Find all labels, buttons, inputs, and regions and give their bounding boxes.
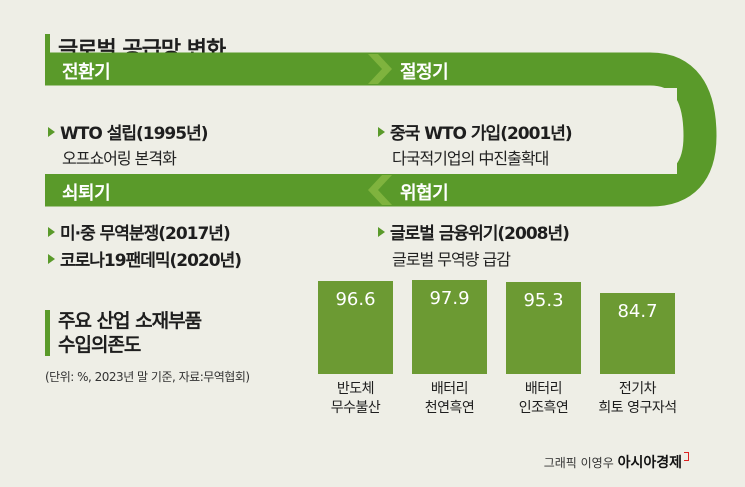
bar-value-label: 97.9	[429, 288, 470, 309]
brand-logo: 아시아경제	[617, 455, 682, 471]
bar-value-label: 95.3	[523, 290, 564, 311]
bar-category-line: 무수불산	[330, 400, 381, 416]
stage-label-peak: 절정기	[400, 62, 449, 83]
bar	[318, 281, 393, 374]
bar-category-line: 반도체	[336, 381, 375, 397]
chart-title-accent-bar	[45, 310, 50, 356]
bar-category-line: 전기차	[618, 381, 657, 397]
ribbon-chevron-top	[368, 54, 392, 84]
event-item: 중국 WTO 가입(2001년)	[378, 119, 573, 144]
bar	[412, 280, 487, 374]
bar-value-label: 96.6	[335, 289, 376, 310]
bullet-arrow-icon	[48, 227, 55, 237]
bar-category-line: 배터리	[524, 381, 563, 397]
bar-category-line: 희토 영구자석	[598, 400, 677, 416]
event-item: 코로나19팬데믹(2020년)	[48, 246, 242, 271]
stage-label-decline: 쇠퇴기	[62, 183, 111, 204]
stage-label-transition: 전환기	[62, 62, 111, 83]
bullet-arrow-icon	[378, 127, 385, 137]
bar-category-line: 배터리	[430, 381, 469, 397]
graphic-credit: 그래픽 이영우	[543, 456, 614, 470]
title-accent-bar	[45, 34, 50, 59]
stage-label-threat: 위협기	[400, 183, 449, 204]
bar-category-line: 천연흑연	[424, 400, 475, 416]
bar-category-line: 인조흑연	[518, 400, 569, 416]
bullet-arrow-icon	[378, 227, 385, 237]
bullet-arrow-icon	[48, 254, 55, 264]
credit-line: 그래픽 이영우 아시아경제	[544, 452, 689, 472]
brand-mark-icon	[684, 452, 689, 461]
event-item: 글로벌 금융위기(2008년)	[378, 219, 570, 244]
bar	[600, 293, 675, 374]
event-item: WTO 설립(1995년)	[48, 119, 208, 144]
chart-note: (단위: %, 2023년 말 기준, 자료:무역협회)	[45, 370, 250, 384]
chart-title-line1: 주요 산업 소재부품	[58, 310, 202, 332]
event-item: 미·중 무역분쟁(2017년)	[48, 219, 231, 244]
chart-title-line2: 수입의존도	[58, 334, 141, 356]
bar	[506, 282, 581, 374]
bullet-arrow-icon	[48, 127, 55, 137]
bar-value-label: 84.7	[617, 301, 658, 322]
ribbon-chevron-bottom	[368, 175, 392, 205]
event-description: 오프쇼어링 본격화	[62, 149, 177, 168]
event-description: 글로벌 무역량 급감	[392, 250, 511, 269]
ribbon-top-band	[45, 52, 717, 207]
chart-title: 주요 산업 소재부품 수입의존도	[58, 309, 202, 357]
event-description: 다국적기업의 中진출확대	[392, 149, 549, 168]
